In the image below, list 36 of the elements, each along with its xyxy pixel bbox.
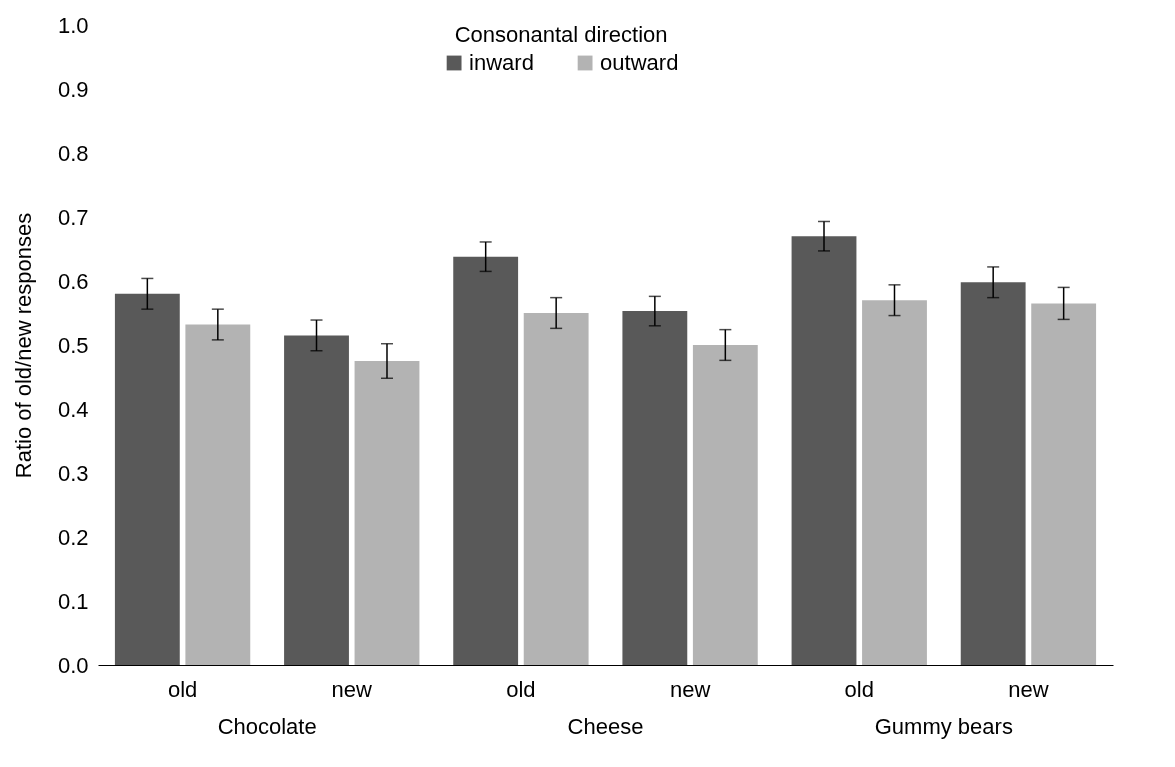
bar	[622, 311, 688, 665]
text: Cheese	[567, 714, 644, 739]
bar	[1031, 303, 1097, 665]
bar	[791, 236, 857, 665]
bar	[114, 293, 180, 665]
bar	[453, 256, 519, 665]
y-tick-label: 0.0	[57, 652, 89, 678]
legend-title: Consonantal direction	[454, 22, 668, 47]
text: Gummy bears	[874, 714, 1013, 739]
x-tick-label: new	[331, 676, 373, 702]
x-tick-label: new	[1008, 676, 1049, 702]
x-tick-label: old	[506, 676, 536, 702]
x-tick-label: old	[167, 676, 198, 702]
y-tick-label: 0.1	[57, 588, 89, 614]
bar	[523, 313, 589, 665]
y-tick-label: 0.6	[57, 268, 89, 294]
y-tick-label: 0.4	[57, 396, 89, 422]
bar	[284, 335, 349, 665]
bar	[960, 282, 1026, 665]
y-tick-label: 0.2	[57, 524, 89, 550]
y-tick-label: 0.5	[57, 332, 89, 358]
y-axis-title: Ratio of old/new responses	[10, 212, 36, 479]
legend-label: inward	[469, 50, 534, 75]
y-tick-label: 1.0	[57, 12, 89, 38]
y-tick-label: 0.8	[57, 140, 89, 166]
y-tick-label: 0.3	[57, 460, 89, 486]
bar	[862, 300, 927, 665]
bar	[185, 324, 251, 665]
text: Chocolate	[217, 714, 317, 739]
x-tick-label: old	[844, 676, 874, 702]
bar	[354, 361, 420, 665]
x-tick-label: new	[669, 676, 711, 702]
bar	[692, 345, 758, 665]
legend-label: outward	[600, 50, 679, 75]
y-tick-label: 0.9	[57, 76, 89, 102]
y-tick-label: 0.7	[57, 204, 89, 230]
